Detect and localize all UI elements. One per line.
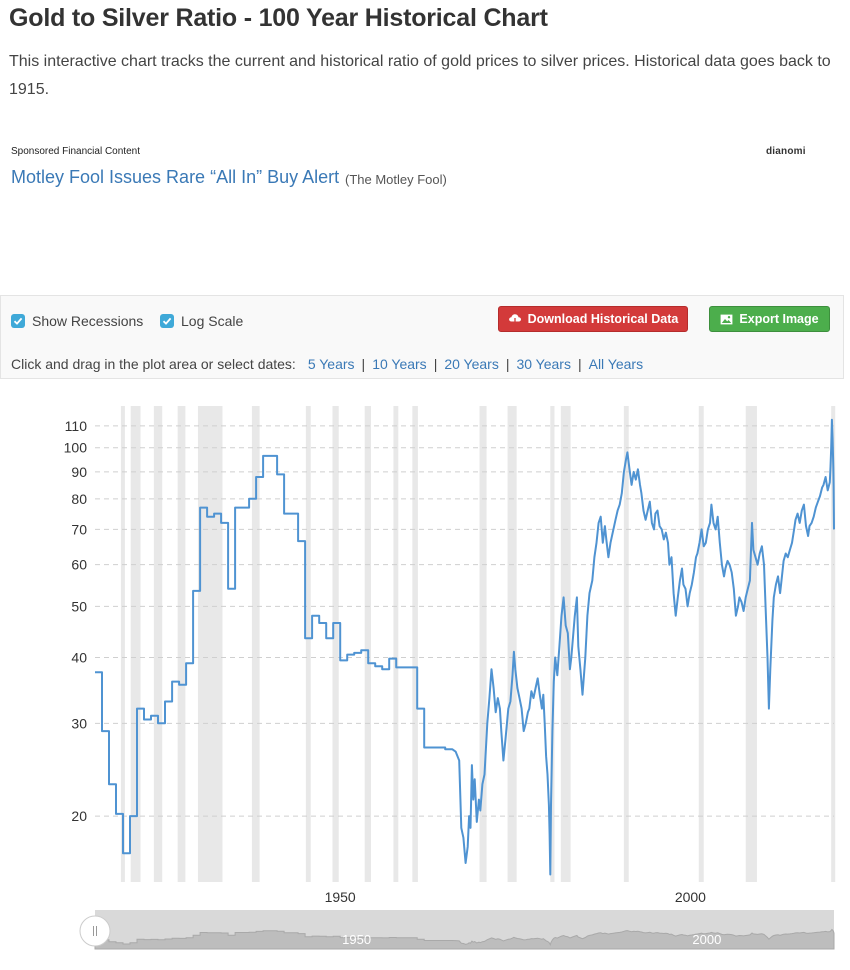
y-tick-label: 100: [64, 440, 88, 456]
range-20-years[interactable]: 20 Years: [444, 356, 499, 372]
recession-band: [305, 406, 311, 882]
range-30-years[interactable]: 30 Years: [516, 356, 571, 372]
date-range-prompt: Click and drag in the plot area or selec…: [11, 356, 296, 372]
y-tick-label: 30: [71, 715, 87, 731]
range-all-years[interactable]: All Years: [588, 356, 644, 372]
navigator-series-area: [94, 928, 835, 950]
checkbox-checked-icon: [160, 314, 174, 328]
navigator-tick-label: 2000: [692, 932, 721, 947]
page-title: Gold to Silver Ratio - 100 Year Historic…: [9, 4, 548, 32]
range-5-years[interactable]: 5 Years: [307, 356, 355, 372]
image-icon: [720, 314, 733, 325]
sponsored-headline-link[interactable]: Motley Fool Issues Rare “All In” Buy Ale…: [11, 167, 340, 187]
recession-bands: [120, 406, 836, 882]
range-separator: |: [577, 356, 582, 372]
recession-band: [197, 406, 223, 882]
y-tick-label: 90: [71, 464, 87, 480]
y-tick-label: 20: [71, 808, 87, 824]
cloud-download-icon: [508, 313, 522, 325]
range-separator: |: [433, 356, 438, 372]
checkbox-checked-icon: [11, 314, 25, 328]
range-separator: |: [505, 356, 510, 372]
recession-band: [412, 406, 418, 882]
show-recessions-checkbox[interactable]: Show Recessions: [11, 313, 143, 329]
recession-band: [393, 406, 399, 882]
y-tick-label: 60: [71, 557, 87, 573]
gold-silver-ratio-chart[interactable]: 20 30 40 50 60 70 80 90 100 110 1950 2000 1950 2000: [0, 392, 850, 970]
ratio-series-line: [95, 418, 835, 876]
recession-band: [745, 406, 757, 882]
recession-band: [623, 406, 629, 882]
sponsored-label: Sponsored Financial Content: [11, 146, 140, 157]
chart-toolbar: Show Recessions Log Scale Download Histo…: [0, 295, 844, 379]
recession-band: [177, 406, 186, 882]
dianomi-logo[interactable]: dianomi: [766, 146, 806, 157]
y-tick-label: 110: [65, 418, 88, 434]
y-tick-label: 50: [71, 598, 87, 614]
x-tick-label: 1950: [325, 889, 356, 905]
navigator-labels: 1950 2000: [342, 932, 721, 947]
recession-band: [120, 406, 125, 882]
range-10-years[interactable]: 10 Years: [372, 356, 427, 372]
recession-band: [332, 406, 339, 882]
range-separator: |: [361, 356, 366, 372]
export-button-label: Export Image: [739, 312, 819, 326]
recession-band: [550, 406, 555, 882]
y-tick-label: 40: [71, 649, 87, 665]
date-range-selector: Click and drag in the plot area or selec…: [11, 356, 643, 372]
page-intro: This interactive chart tracks the curren…: [9, 53, 831, 98]
navigator-handle-knob: [79, 915, 111, 947]
recession-band: [364, 406, 371, 882]
export-image-button[interactable]: Export Image: [709, 306, 830, 332]
navigator-handle[interactable]: [79, 915, 111, 947]
log-scale-checkbox[interactable]: Log Scale: [160, 313, 243, 329]
recession-band: [831, 406, 836, 882]
gridlines: [95, 425, 834, 817]
show-recessions-label: Show Recessions: [32, 313, 144, 329]
y-axis-labels: 20 30 40 50 60 70 80 90 100 110: [64, 418, 88, 824]
recession-band: [507, 406, 517, 882]
download-button-label: Download Historical Data: [527, 312, 679, 326]
sponsored-source: (The Motley Fool): [345, 172, 447, 187]
recession-band: [560, 406, 571, 882]
y-tick-label: 70: [71, 521, 87, 537]
download-historical-data-button[interactable]: Download Historical Data: [498, 306, 688, 332]
recession-band: [479, 406, 487, 882]
x-axis-labels: 1950 2000: [325, 889, 707, 905]
x-tick-label: 2000: [675, 889, 706, 905]
range-navigator[interactable]: 1950 2000: [79, 910, 835, 950]
recession-band: [153, 406, 163, 882]
recession-band: [251, 406, 260, 882]
y-tick-label: 80: [71, 491, 87, 507]
navigator-tick-label: 1950: [342, 932, 371, 947]
recession-band: [130, 406, 141, 882]
recession-band: [698, 406, 704, 882]
log-scale-label: Log Scale: [181, 313, 244, 329]
